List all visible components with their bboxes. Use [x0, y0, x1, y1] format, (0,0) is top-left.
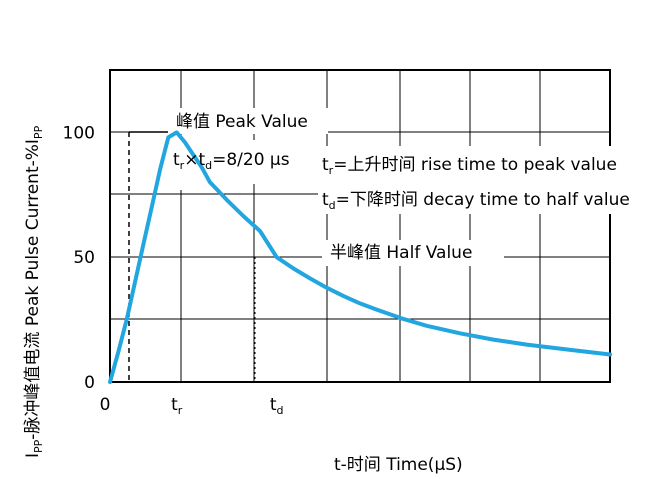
x-axis-title: t-时间 Time(μS): [334, 455, 463, 475]
series-line: [108, 130, 612, 384]
y-tick-label: 50: [73, 248, 95, 268]
plot-frame: [109, 69, 611, 383]
rise-def-t: t: [322, 155, 329, 175]
decay-def-t: t: [322, 190, 329, 210]
y-axis-title-main: -脉冲峰值电流 Peak Pulse Current-%I: [23, 139, 43, 440]
formula-mask: [168, 140, 318, 184]
curve-break-mask: [168, 160, 188, 190]
formula-s2: d: [205, 159, 212, 172]
y-tick-label: 100: [63, 123, 95, 143]
formula-rest: =8/20 μs: [212, 150, 290, 170]
formula-t1: t: [173, 150, 180, 170]
y-axis-title-i: I: [23, 453, 43, 458]
formula-label: tr×td=8/20 μs: [173, 150, 290, 172]
peak-label: 峰值 Peak Value: [176, 112, 308, 132]
y-axis-title-sub1: PP: [32, 439, 45, 453]
decay-def-rest: =下降时间 decay time to half value: [336, 190, 630, 210]
rise-def-sub: r: [329, 164, 334, 177]
formula-s1: r: [180, 159, 185, 172]
x-tick-label: 0: [100, 395, 111, 415]
half-label-mask: [322, 240, 504, 266]
y-axis-title-sub2: PP: [32, 125, 45, 139]
x-tick-label: td: [270, 395, 284, 417]
decay-definition: td=下降时间 decay time to half value: [322, 190, 630, 212]
rise-definition: tr=上升时间 rise time to peak value: [322, 155, 617, 177]
y-axis-title: IPP-脉冲峰值电流 Peak Pulse Current-%IPP: [23, 125, 45, 458]
defs-mask: [318, 146, 652, 214]
rise-def-rest: =上升时间 rise time to peak value: [333, 155, 617, 175]
formula-mid: ×t: [184, 150, 205, 170]
half-label: 半峰值 Half Value: [330, 243, 472, 263]
x-tick-label: tr: [171, 395, 183, 417]
decay-def-sub: d: [329, 199, 336, 212]
y-tick-label: 0: [84, 373, 95, 393]
peak-label-mask: [168, 108, 328, 134]
